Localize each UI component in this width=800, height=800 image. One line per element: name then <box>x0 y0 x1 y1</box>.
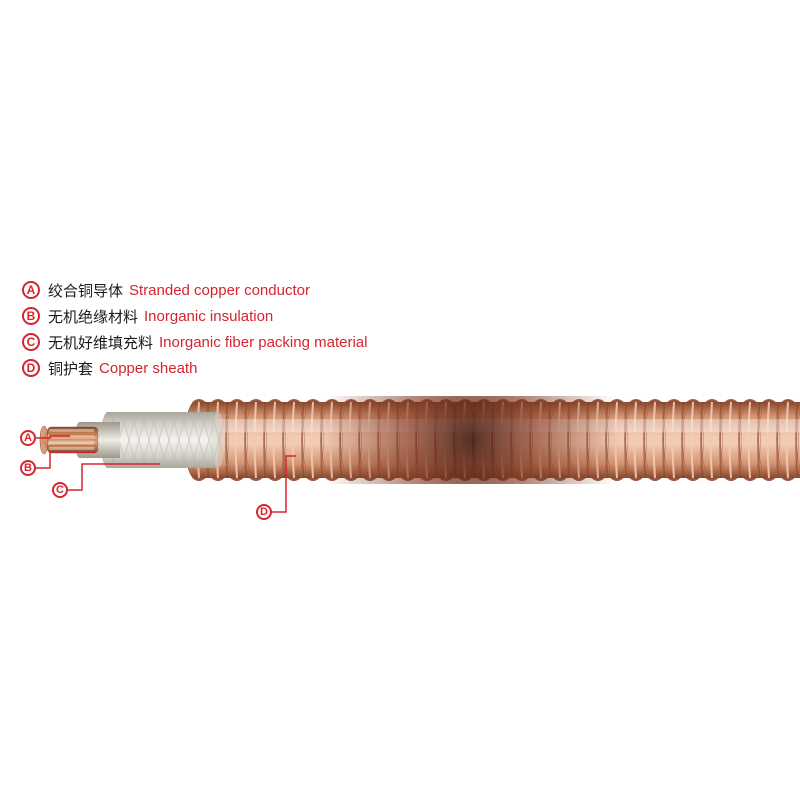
legend-key-b: B <box>22 307 40 325</box>
legend-row: D 铜护套 Copper sheath <box>22 356 367 380</box>
cable-diagram: A 绞合铜导体 Stranded copper conductor B 无机绝缘… <box>0 0 800 800</box>
legend-cn-c: 无机好维填充料 <box>48 332 153 353</box>
callout-c: C <box>52 482 68 498</box>
legend-key-c: C <box>22 333 40 351</box>
legend-row: A 绞合铜导体 Stranded copper conductor <box>22 278 367 302</box>
callout-b: B <box>20 460 36 476</box>
legend-cn-b: 无机绝缘材料 <box>48 306 138 327</box>
legend-cn-a: 绞合铜导体 <box>48 280 123 301</box>
callout-a: A <box>20 430 36 446</box>
legend-row: B 无机绝缘材料 Inorganic insulation <box>22 304 367 328</box>
legend: A 绞合铜导体 Stranded copper conductor B 无机绝缘… <box>22 278 367 382</box>
legend-cn-d: 铜护套 <box>48 358 93 379</box>
legend-row: C 无机好维填充料 Inorganic fiber packing materi… <box>22 330 367 354</box>
legend-en-c: Inorganic fiber packing material <box>159 334 367 351</box>
legend-en-a: Stranded copper conductor <box>129 282 310 299</box>
cable-svg <box>0 0 800 800</box>
legend-en-d: Copper sheath <box>99 360 197 377</box>
legend-key-d: D <box>22 359 40 377</box>
legend-en-b: Inorganic insulation <box>144 308 273 325</box>
legend-key-a: A <box>22 281 40 299</box>
callout-d: D <box>256 504 272 520</box>
